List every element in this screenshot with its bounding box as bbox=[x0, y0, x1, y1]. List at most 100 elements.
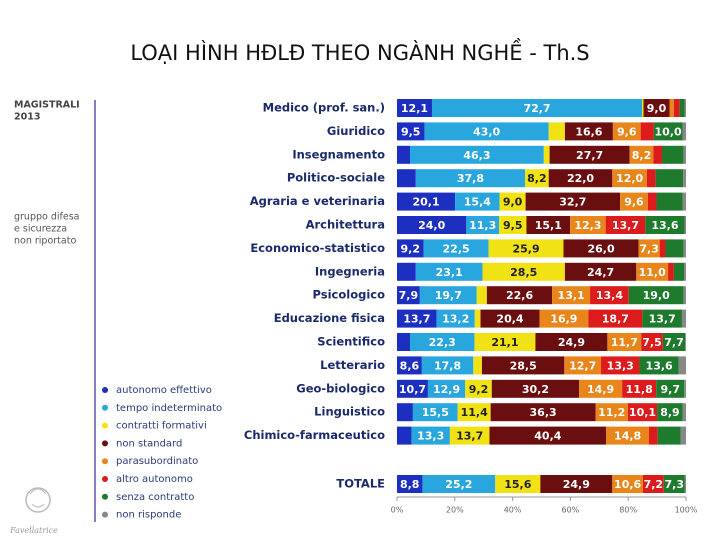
value-label: 13,7 bbox=[403, 313, 430, 326]
value-label: 24,9 bbox=[558, 336, 585, 349]
value-label: 10,7 bbox=[399, 383, 426, 396]
bar-segment bbox=[397, 216, 467, 234]
category-label: Medico (prof. san.) bbox=[263, 101, 385, 115]
bar-segment bbox=[455, 192, 500, 211]
bar-segment bbox=[539, 309, 589, 328]
bar-segment bbox=[415, 262, 483, 281]
bar-segment bbox=[449, 426, 490, 445]
bar-segment bbox=[411, 426, 450, 445]
value-label: 24,0 bbox=[418, 219, 445, 232]
side-title: MAGISTRALI bbox=[14, 100, 80, 111]
value-label: 10,0 bbox=[655, 125, 682, 138]
value-label: 13,6 bbox=[651, 219, 678, 232]
bar-segment bbox=[436, 309, 475, 328]
bar-segment bbox=[612, 169, 647, 188]
value-label: 9,2 bbox=[469, 383, 489, 396]
bar-segment bbox=[481, 356, 565, 375]
value-label: 22,0 bbox=[567, 172, 594, 185]
bar-segment bbox=[681, 309, 686, 328]
bar-segment bbox=[480, 309, 540, 328]
bar-segment bbox=[397, 403, 413, 422]
bar-segment bbox=[490, 403, 596, 422]
logo: Favellatrice bbox=[9, 487, 58, 535]
category-label: Ingegneria bbox=[315, 264, 385, 278]
bar-segment bbox=[549, 145, 630, 164]
category-label: TOTALE bbox=[336, 477, 385, 491]
category-label: Letterario bbox=[320, 358, 385, 372]
bar-segment bbox=[683, 169, 686, 188]
bar-segment bbox=[662, 333, 686, 351]
bar-segment bbox=[682, 122, 686, 141]
bar-segment bbox=[622, 379, 657, 398]
value-label: 20,1 bbox=[412, 196, 439, 209]
value-label: 27,7 bbox=[576, 149, 603, 162]
bar-segment bbox=[397, 239, 424, 258]
bar-segment bbox=[684, 99, 686, 117]
value-label: 12,9 bbox=[433, 383, 460, 396]
bar-segment bbox=[431, 99, 643, 117]
bar-segment bbox=[638, 239, 660, 258]
bar-segment bbox=[641, 333, 663, 351]
value-label: 11,2 bbox=[598, 406, 625, 419]
bar-segment bbox=[620, 192, 648, 211]
bar-segment bbox=[476, 286, 487, 305]
value-label: 11,0 bbox=[639, 266, 666, 279]
legend-label: parasubordinato bbox=[116, 456, 198, 467]
value-label: 9,6 bbox=[617, 125, 637, 138]
value-label: 37,8 bbox=[457, 172, 484, 185]
bar-segment bbox=[655, 169, 684, 188]
value-label: 7,3 bbox=[639, 242, 659, 255]
value-label: 9,5 bbox=[503, 219, 523, 232]
value-label: 11,7 bbox=[611, 336, 638, 349]
bar-segment bbox=[397, 192, 456, 211]
bar-segment bbox=[397, 309, 437, 328]
value-label: 16,6 bbox=[575, 125, 602, 138]
value-label: 14,9 bbox=[587, 383, 614, 396]
category-label: Chimico-farmaceutico bbox=[244, 428, 385, 442]
bar-segment bbox=[397, 379, 428, 398]
bar-segment bbox=[647, 192, 657, 211]
value-label: 13,7 bbox=[649, 313, 676, 326]
value-label: 8,8 bbox=[400, 478, 420, 491]
bar-segment bbox=[612, 122, 641, 141]
legend-label: autonomo effettivo bbox=[116, 385, 212, 396]
chart-title: LOẠI HÌNH HĐLĐ THEO NGÀNH NGHỀ - Th.S bbox=[130, 38, 589, 65]
value-label: 18,7 bbox=[602, 313, 629, 326]
value-label: 20,4 bbox=[496, 313, 523, 326]
value-label: 28,5 bbox=[510, 359, 537, 372]
bar-segment bbox=[457, 403, 491, 422]
bar-segment bbox=[684, 379, 686, 398]
bar-segment bbox=[410, 333, 475, 351]
bar-segment bbox=[525, 192, 621, 211]
category-label: Economico-statistico bbox=[250, 241, 385, 255]
legend-swatch bbox=[102, 476, 108, 482]
bar-segment bbox=[684, 216, 686, 234]
bar-segment bbox=[588, 309, 643, 328]
value-label: 16,9 bbox=[550, 313, 577, 326]
x-tick-label: 0% bbox=[391, 506, 404, 515]
bar-segment bbox=[423, 239, 489, 258]
bar-segment bbox=[465, 379, 492, 398]
value-label: 40,4 bbox=[534, 430, 561, 443]
value-label: 32,7 bbox=[559, 196, 586, 209]
bar-segment bbox=[642, 99, 644, 117]
bar-segment bbox=[540, 475, 613, 493]
value-label: 15,6 bbox=[504, 478, 531, 491]
value-label: 24,7 bbox=[587, 266, 614, 279]
bar-segment bbox=[412, 403, 458, 422]
bar-segment bbox=[673, 262, 684, 281]
value-label: 25,2 bbox=[445, 478, 472, 491]
bar-segment bbox=[397, 356, 422, 375]
value-label: 8,2 bbox=[527, 172, 547, 185]
category-label: Psicologico bbox=[313, 288, 386, 302]
value-label: 43,0 bbox=[473, 125, 500, 138]
value-label: 12,0 bbox=[616, 172, 643, 185]
bar-segment bbox=[640, 122, 654, 141]
side-title: 2013 bbox=[14, 112, 40, 123]
bar-segment bbox=[564, 122, 613, 141]
bar-segment bbox=[653, 145, 663, 164]
bar-segment bbox=[657, 426, 681, 445]
bar-segment bbox=[657, 403, 683, 422]
logo-text: Favellatrice bbox=[9, 526, 58, 535]
bar-segment bbox=[683, 239, 686, 258]
